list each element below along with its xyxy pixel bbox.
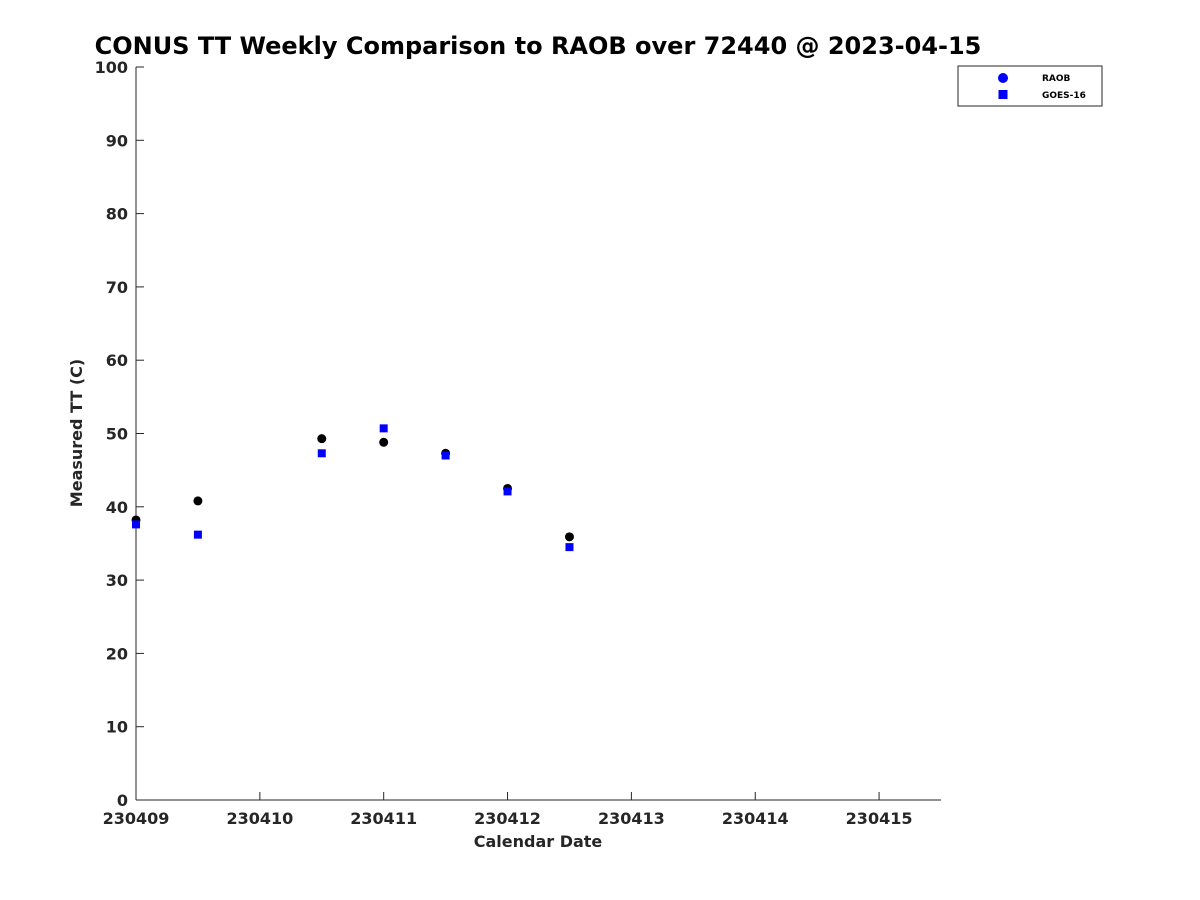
y-tick-label: 40 (106, 498, 128, 517)
x-tick-label: 230413 (598, 809, 665, 828)
legend-marker-raob (998, 73, 1008, 83)
y-tick-label: 20 (106, 644, 128, 663)
axes (135, 67, 941, 801)
chart-title: CONUS TT Weekly Comparison to RAOB over … (95, 32, 982, 60)
y-axis-ticks: 0 10 20 30 40 50 60 70 80 90 100 (95, 58, 144, 810)
legend-marker-goes16 (998, 90, 1008, 99)
data-point-raob (564, 532, 574, 542)
data-point-raob (193, 496, 203, 506)
y-tick-label: 10 (106, 718, 128, 737)
x-tick-label: 230414 (722, 809, 789, 828)
y-tick-label: 90 (106, 131, 128, 150)
x-axis-ticks: 230409 230410 230411 230412 230413 230414 2304… (103, 792, 913, 828)
legend-label-goes16: GOES-16 (1042, 91, 1086, 101)
y-tick-label: 30 (106, 571, 128, 590)
y-tick-label: 60 (106, 351, 128, 370)
data-point-goes16 (379, 424, 388, 433)
x-tick-label: 230410 (226, 809, 293, 828)
x-tick-label: 230409 (103, 809, 170, 828)
data-point-raob (379, 437, 389, 447)
legend: RAOB GOES-16 (957, 65, 1103, 107)
y-tick-label: 100 (95, 58, 128, 77)
data-point-goes16 (441, 451, 450, 460)
data-point-raob (317, 434, 327, 444)
x-axis-label: Calendar Date (474, 832, 603, 851)
y-axis-label: Measured TT (C) (67, 359, 86, 507)
x-tick-label: 230411 (350, 809, 417, 828)
x-tick-label: 230412 (474, 809, 541, 828)
y-tick-label: 70 (106, 278, 128, 297)
data-point-goes16 (193, 530, 202, 539)
y-tick-label: 50 (106, 425, 128, 444)
legend-label-raob: RAOB (1042, 74, 1071, 84)
y-tick-label: 80 (106, 205, 128, 224)
data-points (131, 424, 574, 552)
data-point-goes16 (132, 520, 140, 529)
data-point-goes16 (317, 449, 326, 458)
x-tick-label: 230415 (846, 809, 913, 828)
data-point-goes16 (565, 543, 574, 552)
data-point-goes16 (503, 487, 512, 496)
y-tick-label: 0 (117, 791, 128, 810)
legend-box (957, 65, 1103, 107)
